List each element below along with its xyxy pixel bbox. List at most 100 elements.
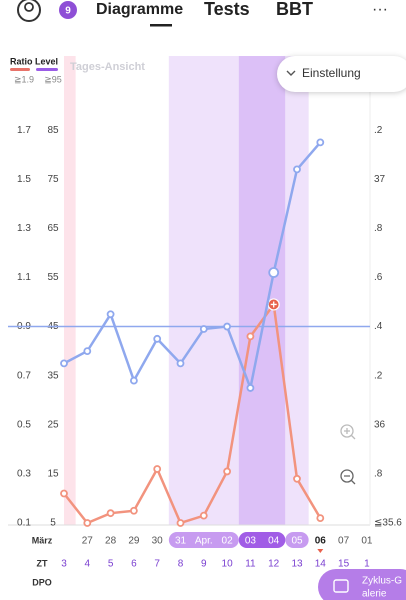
y2-tick-label: .4 [374, 321, 383, 332]
y2-tick-label: .8 [374, 469, 383, 480]
gallery-label: Zyklus-G [362, 576, 402, 587]
series-line [63, 141, 322, 393]
level-tick-label: 5 [50, 518, 56, 529]
tab[interactable]: Tests [204, 0, 250, 19]
y-tick-label: 1.7 [17, 125, 31, 136]
x-tick-label: 06 [315, 536, 327, 547]
zt-label: 11 [245, 559, 256, 570]
x-tick-label: 02 [222, 536, 234, 547]
x-tick-label: 30 [152, 536, 164, 547]
y-tick-label: 0.5 [17, 419, 31, 430]
date-pill [285, 532, 309, 548]
y-tick-label: 1.5 [17, 174, 31, 185]
zt-label: 10 [222, 559, 234, 570]
phase-band [285, 56, 309, 525]
data-point [268, 267, 280, 278]
level-tick-label: 35 [47, 370, 59, 381]
avatar-icon[interactable] [17, 0, 41, 22]
data-point [246, 384, 255, 392]
y-tick-label: 0.1 [17, 518, 31, 529]
data-point [60, 359, 68, 368]
x-tick-label: 05 [291, 536, 303, 547]
y2-tick-label: 36 [374, 419, 386, 430]
more-menu[interactable]: ··· [372, 1, 388, 18]
row-label: ZT [37, 558, 48, 568]
x-tick-label: 31 [175, 536, 187, 547]
y-tick-label: 0.3 [17, 469, 31, 480]
data-point [293, 165, 301, 174]
y2-tick-label: 37 [374, 174, 386, 185]
data-point [129, 506, 138, 515]
date-pill [168, 532, 239, 548]
y-tick-label: ≧1.9 [14, 74, 34, 84]
zt-label: 8 [178, 559, 184, 570]
y2-tick-label: .2 [374, 125, 383, 136]
zt-label: 5 [108, 559, 114, 570]
x-tick-label: Apr. [195, 536, 213, 547]
data-point [83, 347, 92, 356]
x-tick-label: 03 [245, 536, 257, 547]
data-point [246, 332, 255, 341]
x-tick-label: 27 [82, 536, 94, 547]
data-point [223, 467, 232, 476]
zoom-out[interactable] [332, 461, 364, 493]
axis-title: Level [35, 56, 58, 66]
data-point [106, 509, 115, 518]
y2-tick-label: ≦35.6 [374, 518, 402, 529]
x-tick-label: 29 [128, 536, 140, 547]
data-point [83, 519, 92, 527]
data-point [199, 511, 208, 520]
y-tick-label: 1.3 [17, 223, 31, 234]
data-point [223, 322, 232, 331]
zt-label: 9 [201, 559, 207, 570]
series-line [63, 301, 322, 525]
level-tick-label: 85 [47, 125, 59, 136]
data-point [176, 519, 185, 527]
zt-label: 3 [61, 559, 67, 570]
data-point [176, 359, 185, 368]
date-pill [238, 532, 286, 548]
tab[interactable]: BBT [276, 0, 313, 19]
phase-band [64, 56, 76, 525]
view-label: Tages-Ansicht [70, 61, 145, 73]
badge-text: 9 [65, 6, 71, 17]
zoom-icon [340, 424, 354, 438]
zt-label: 13 [291, 559, 303, 570]
badge[interactable] [59, 1, 77, 19]
legend-swatch [10, 68, 30, 71]
data-point [153, 465, 162, 473]
y-tick-label: 0.7 [17, 370, 31, 381]
chevron-icon [286, 70, 296, 76]
x-tick-label: 28 [105, 536, 117, 547]
zoom-icon [344, 428, 356, 440]
data-point [316, 514, 325, 522]
tab[interactable]: Diagramme [96, 1, 183, 18]
zt-label: 15 [338, 559, 350, 570]
phase-band [238, 56, 286, 525]
row-label: DPO [32, 577, 52, 587]
zt-label: 14 [315, 559, 327, 570]
y2-tick-label: .2 [374, 370, 383, 381]
x-tick-label: 04 [268, 536, 280, 547]
y2-tick-label: .6 [374, 272, 383, 283]
axis-title: Ratio [10, 56, 33, 66]
data-point [199, 325, 208, 333]
level-tick-label: 75 [47, 174, 59, 185]
avatar-head [24, 2, 34, 12]
data-point [129, 376, 138, 385]
zt-label: 6 [131, 559, 137, 570]
gallery-label: alerie [362, 589, 387, 600]
level-tick-label: 55 [47, 272, 59, 283]
settings-button[interactable] [277, 56, 406, 92]
zoom-in[interactable] [332, 416, 364, 448]
settings-label: Einstellung [302, 66, 361, 80]
level-tick-label: 25 [47, 419, 59, 430]
data-point [153, 334, 162, 343]
data-point [293, 474, 301, 483]
level-tick-label: 15 [47, 469, 59, 480]
gallery-icon [333, 579, 349, 593]
zt-label: 4 [85, 559, 91, 570]
peak-plus [270, 301, 277, 308]
data-point [106, 310, 115, 319]
